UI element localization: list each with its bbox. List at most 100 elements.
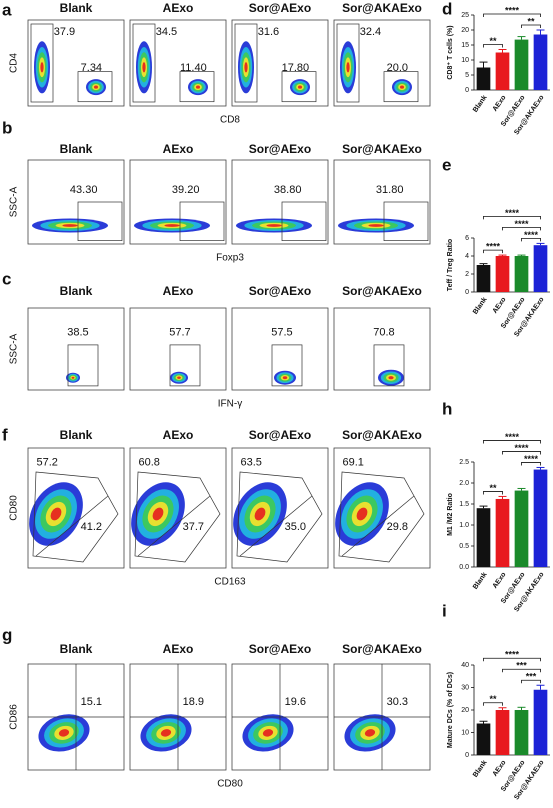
gate-percentage: 30.3 [387,696,408,708]
gate-percentage: 15.1 [81,696,102,708]
flow-plot: Sor@AKAExo 30.3 [333,642,431,771]
group-title: Sor@AExo [249,284,311,298]
bar [514,39,529,90]
significance-bracket [502,451,541,455]
bar [495,52,510,90]
gate [179,201,225,241]
gate-percentage: 20.0 [387,62,408,74]
x-tick-label: AExo [492,571,508,590]
x-tick-label: Blank [472,571,489,591]
flow-plot: Blank 37.9 7.34 [27,1,125,107]
significance-bracket [502,227,541,231]
significance-label: ** [527,16,535,26]
group-title: Sor@AKAExo [342,428,422,442]
y-axis-label: CD4 [9,53,20,73]
gate-percentage: 31.6 [258,26,279,38]
density-blob [40,62,44,73]
gate [373,344,405,387]
y-axis-label: Teff / Treg Ratio [447,239,454,291]
gate-percentage: 37.7 [183,521,204,533]
panel-letter: a [2,0,12,19]
flow-plot: Sor@AExo 31.6 17.80 [231,1,329,107]
significance-bracket [521,679,541,684]
x-tick-label: Blank [472,296,489,316]
significance-bracket [483,216,541,220]
density-blob [298,85,302,89]
density-blob [50,507,62,521]
significance-bracket [483,440,541,444]
y-tick-label: 0 [465,87,469,94]
flow-plot: Blank 43.30 [27,142,125,245]
y-axis-label: SSC-A [9,186,20,217]
flow-plot: Sor@AKAExo 31.80 [333,142,431,245]
density-blob [58,729,70,737]
density-blob [254,507,266,521]
significance-label: *** [516,661,527,671]
plot-frame [231,19,329,107]
gate [179,71,215,103]
density-blob [368,224,384,227]
y-tick-label: 0 [465,289,469,296]
density-blob [164,224,180,227]
x-axis-label: CD80 [217,779,243,790]
group-title: Blank [60,428,93,442]
density-blob [346,62,350,73]
bar [476,265,491,292]
y-tick-label: 5 [465,72,469,79]
significance-bracket [502,668,541,673]
x-tick-label: Blank [472,94,489,114]
density-blob [266,224,282,227]
bar [476,723,491,755]
flow-plot: Sor@AExo 57.5 [231,284,329,391]
plot-frame [129,19,227,107]
x-axis-label: CD8 [220,115,240,126]
gate-percentage: 17.80 [282,62,310,74]
y-tick-label: 0 [465,752,469,759]
group-title: Blank [60,142,93,156]
gate-percentage: 18.9 [183,696,204,708]
x-axis-label: Foxp3 [216,253,244,264]
x-axis-label: CD163 [214,577,246,588]
flow-plot: Sor@AKAExo 70.8 [333,284,431,391]
bar [533,245,548,292]
density-blob [400,85,404,89]
flow-plot: Blank 38.5 [27,284,125,391]
group-title: Sor@AKAExo [342,642,422,656]
density-blob [356,507,368,521]
bar [514,490,529,567]
flow-plot: Sor@AExo 63.5 35.0 [231,428,329,569]
significance-label: *** [526,672,537,682]
gate [338,471,425,563]
density-blob [388,376,394,380]
bar [533,469,548,567]
gate [134,471,221,563]
significance-bracket [483,657,541,662]
density-blob [262,729,274,737]
significance-bracket [483,44,503,48]
x-axis-label: IFN-γ [218,399,242,410]
y-tick-label: 2.0 [459,480,469,487]
panel-letter: f [2,425,8,444]
density-blob [94,85,98,89]
density-blob [244,62,248,73]
plot-frame [333,19,431,107]
plot-frame [129,159,227,245]
gate-percentage: 69.1 [342,456,363,468]
density-blob [177,376,181,379]
group-title: Blank [60,642,93,656]
density-blob [282,376,288,380]
group-title: Sor@AKAExo [342,284,422,298]
gate-percentage: 29.8 [387,521,408,533]
y-axis-label: SSC-A [9,333,20,364]
bar [514,256,529,292]
gate [169,344,201,387]
y-axis-label: M1 /M2 Ratio [447,493,454,536]
significance-label: ** [489,36,497,46]
density-blob [71,376,75,379]
plot-frame [333,307,431,391]
significance-label: **** [486,241,501,251]
significance-label: **** [524,454,539,464]
gate-percentage: 35.0 [285,521,306,533]
significance-label: **** [505,208,520,218]
